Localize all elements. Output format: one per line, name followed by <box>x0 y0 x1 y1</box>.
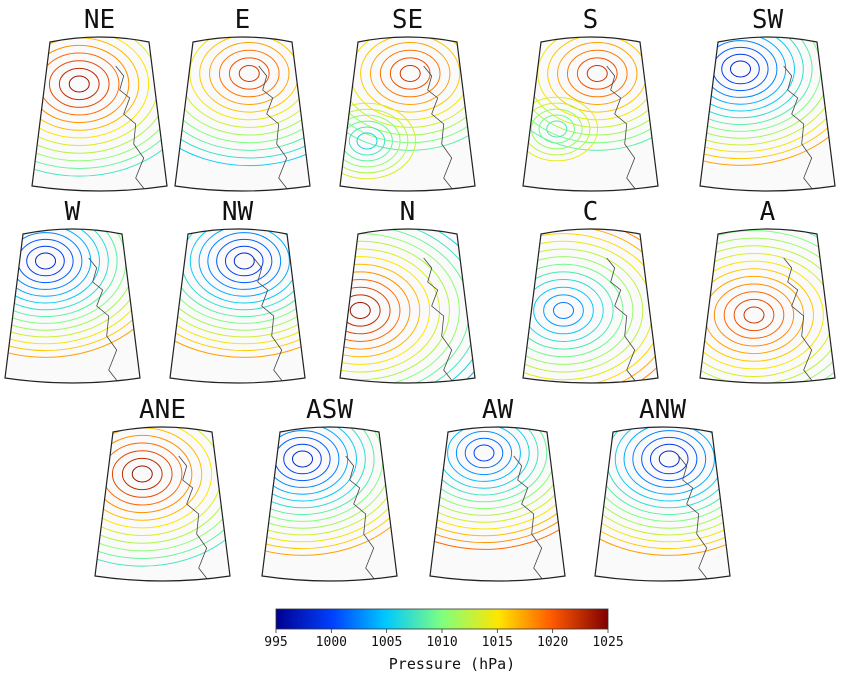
map-frame <box>261 426 398 582</box>
coastline <box>423 257 459 383</box>
map-panel-ne: NE <box>31 5 168 192</box>
map-panel-se: SE <box>339 5 476 192</box>
pressure-colorbar: 995 1000 1005 1010 1015 1020 1025 Pressure (hP… <box>264 608 624 673</box>
panel-label: S <box>583 5 599 35</box>
map-frame <box>522 228 659 384</box>
panel-label: ANW <box>639 395 686 425</box>
panel-label: SE <box>392 5 423 35</box>
map-frame <box>339 228 476 384</box>
colorbar-tick-label: 1005 <box>371 635 402 650</box>
colorbar-tick-label: 1015 <box>482 635 513 650</box>
map-frame <box>699 228 836 384</box>
map-frame <box>4 228 141 384</box>
map-panel-a: A <box>699 197 836 384</box>
map-frame <box>699 36 836 192</box>
map-panel-e: E <box>174 5 311 192</box>
coastline <box>258 65 294 191</box>
map-panel-nw: NW <box>169 197 306 384</box>
panel-label: W <box>65 197 81 227</box>
map-panel-n: N <box>339 197 476 384</box>
panel-label: ANE <box>139 395 186 425</box>
coastline <box>423 65 459 191</box>
map-frame <box>169 228 306 384</box>
map-frame <box>594 426 731 582</box>
map-frame <box>94 426 231 582</box>
map-frame <box>31 36 168 192</box>
colorbar-tick-label: 995 <box>264 635 287 650</box>
panel-label: C <box>583 197 599 227</box>
panel-label: ASW <box>306 395 353 425</box>
coastline <box>345 455 381 581</box>
panel-label: NE <box>84 5 115 35</box>
map-panel-anw: ANW <box>594 395 731 582</box>
colorbar-tick-label: 1000 <box>316 635 347 650</box>
coastline <box>606 257 642 383</box>
map-frame <box>429 426 566 582</box>
map-panel-asw: ASW <box>261 395 398 582</box>
coastline <box>678 455 714 581</box>
coastline <box>513 455 549 581</box>
map-panel-aw: AW <box>429 395 566 582</box>
colorbar-tick-label: 1020 <box>537 635 568 650</box>
coastline <box>783 65 819 191</box>
panel-label: A <box>760 197 776 227</box>
panel-label: E <box>235 5 251 35</box>
map-panel-ane: ANE <box>94 395 231 582</box>
coastline <box>606 65 642 191</box>
coastline <box>115 65 151 191</box>
map-panel-w: W <box>4 197 141 384</box>
map-frame <box>339 36 476 192</box>
map-panels: NE E SE S SW W NW N C A ANE ASW AW ANW <box>4 5 836 582</box>
panel-label: NW <box>222 197 254 227</box>
coastline <box>253 257 289 383</box>
panel-label: N <box>400 197 416 227</box>
map-frame <box>174 36 311 192</box>
colorbar-title: Pressure (hPa) <box>389 655 515 673</box>
coastline <box>88 257 124 383</box>
coastline <box>178 455 214 581</box>
map-panel-c: C <box>522 197 659 384</box>
colorbar-tick-label: 1025 <box>592 635 623 650</box>
coastline <box>783 257 819 383</box>
colorbar-tick-label: 1010 <box>426 635 457 650</box>
map-frame <box>522 36 659 192</box>
colorbar-gradient <box>275 608 609 630</box>
panel-label: SW <box>752 5 784 35</box>
panel-label: AW <box>482 395 514 425</box>
colorbar-ticks: 995 1000 1005 1010 1015 1020 1025 <box>264 629 624 650</box>
map-panel-s: S <box>522 5 659 192</box>
